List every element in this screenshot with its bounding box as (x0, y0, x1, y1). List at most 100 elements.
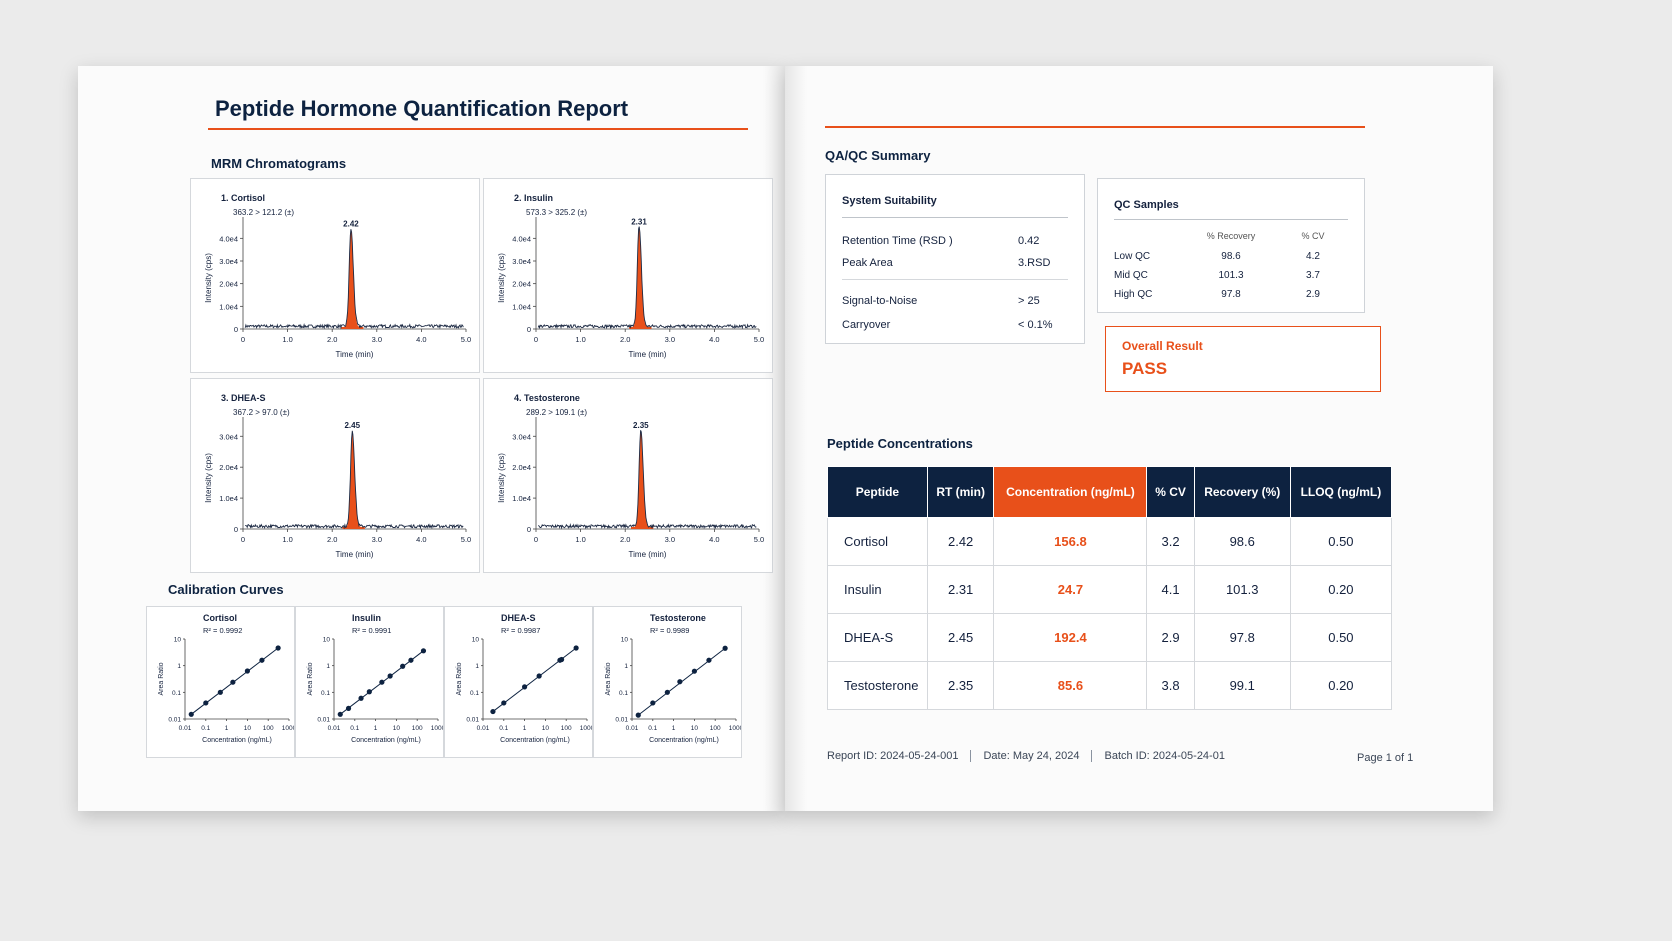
calibration-point (217, 689, 223, 695)
x-tick-label: 5.0 (461, 335, 471, 344)
x-tick-label: 10 (393, 725, 401, 732)
y-tick-label: 0.01 (317, 717, 330, 724)
x-tick-label: 5.0 (461, 535, 471, 544)
x-axis-label: Time (min) (336, 550, 374, 559)
calibration-point (706, 657, 712, 663)
table-cell: 97.8 (1193, 613, 1291, 662)
transition-label: 367.2 > 97.0 (±) (233, 408, 290, 417)
y-axis-label: Area Ratio (307, 662, 314, 695)
table-cell: 0.50 (1289, 517, 1393, 566)
y-tick-label: 0.1 (172, 690, 181, 697)
chromatogram-panel: 1. Cortisol 363.2 > 121.2 (±) 0 1.0e4 2.0e4 3… (190, 178, 480, 373)
header-row: Peptide RT (min) Concentration (ng/mL)% CV… (827, 466, 1393, 518)
table-cell: 156.8 (993, 517, 1148, 566)
baseline-trace (538, 430, 757, 530)
separator (1091, 750, 1093, 762)
title-rule (208, 128, 748, 130)
y-tick-label: 1 (475, 663, 479, 670)
calibration-point (230, 679, 236, 685)
qc-value: 97.8 (1221, 289, 1241, 300)
calibration-point (501, 700, 507, 706)
baseline-trace (245, 430, 464, 530)
chromatogram-grid: 1. Cortisol 363.2 > 121.2 (±) 0 1.0e4 2.0e4 3… (190, 178, 773, 573)
r2-label: R² = 0.9991 (352, 626, 391, 635)
curve-name: DHEA-S (501, 613, 536, 623)
qc-row: High QC 97.8 2.9 (1114, 289, 1348, 300)
chromatogram-panel: 4. Testosterone 289.2 > 109.1 (±) 0 1.0e4 2.… (483, 378, 773, 573)
qc-label: High QC (1114, 289, 1153, 300)
peak (342, 431, 365, 529)
calibration-point (490, 708, 496, 715)
table-cell: 3.2 (1146, 517, 1195, 566)
row-label: Signal-to-Noise (842, 295, 918, 307)
x-tick-label: 0.01 (179, 725, 192, 732)
x-axis-label: Time (min) (629, 350, 667, 359)
system-suitability-box: System Suitability Retention Time (RSD )… (825, 174, 1085, 344)
x-tick-label: 2.0 (620, 535, 630, 544)
y-tick-label: 0 (527, 325, 531, 334)
y-tick-label: 4.0e4 (512, 234, 531, 243)
x-tick-label: 2.0 (620, 335, 630, 344)
y-axis-label: Area Ratio (158, 662, 165, 695)
y-tick-label: 3.0e4 (219, 432, 238, 441)
calibration-point (379, 679, 385, 685)
peak (630, 431, 654, 529)
x-tick-label: 100 (710, 725, 721, 732)
x-tick-label: 4.0 (709, 335, 719, 344)
baseline-trace (244, 229, 464, 330)
x-tick-label: 0.1 (350, 725, 359, 732)
x-axis-label: Concentration (ng/mL) (202, 737, 272, 744)
qc-value: 2.9 (1306, 289, 1320, 300)
x-tick-label: 3.0 (665, 535, 675, 544)
x-tick-label: 5.0 (754, 535, 764, 544)
calibration-point (635, 712, 641, 718)
y-axis-label: Area Ratio (605, 662, 612, 695)
concentration-table: Peptide RT (min) Concentration (ng/mL)% CV… (827, 466, 1393, 710)
suitability-row: Peak Area 3.RSD (842, 257, 1068, 269)
x-tick-label: 0.1 (201, 725, 210, 732)
x-tick-label: 10 (244, 725, 252, 732)
column-header: Recovery (%) (1193, 466, 1291, 518)
qc-value: 4.2 (1306, 251, 1320, 262)
x-tick-label: 1.0 (575, 335, 585, 344)
row-label: Retention Time (RSD ) (842, 235, 953, 247)
table-cell: 2.31 (926, 565, 995, 614)
qc-column: % CV (1301, 231, 1325, 241)
footer-item: Date: May 24, 2024 (983, 750, 1080, 762)
table-cell: 98.6 (1193, 517, 1291, 566)
x-tick-label: 0 (241, 335, 245, 344)
box-title: QC Samples (1114, 199, 1179, 211)
y-tick-label: 0.01 (168, 717, 181, 724)
calibration-point (203, 700, 209, 706)
x-tick-label: 4.0 (416, 335, 426, 344)
calibration-point (722, 645, 728, 651)
table-cell: 24.7 (993, 565, 1148, 614)
qc-value: 3.7 (1306, 270, 1320, 281)
x-tick-label: 1.0 (282, 535, 292, 544)
calibration-panel: Cortisol R² = 0.9992 0.01 0.1 1 10 0.01 0.1 1 10 1… (146, 606, 295, 758)
transition-label: 363.2 > 121.2 (±) (233, 208, 294, 217)
table-cell: 3.8 (1146, 661, 1195, 710)
calibration-point (345, 705, 352, 711)
x-tick-label: 100 (263, 725, 274, 732)
section-heading: QA/QC Summary (825, 148, 931, 163)
table-cell: 101.3 (1193, 565, 1291, 614)
panel-label: 1. Cortisol (221, 193, 265, 203)
y-tick-label: 1.0e4 (219, 494, 238, 503)
calibration-panel: Insulin R² = 0.9991 0.01 0.1 1 10 0.01 0.1 1 10 10… (295, 606, 444, 758)
calibration-panel: DHEA-S R² = 0.9987 0.01 0.1 1 10 0.01 0.1 1 10 100… (444, 606, 593, 758)
x-tick-label: 2.0 (327, 335, 337, 344)
y-tick-label: 3.0e4 (512, 432, 531, 441)
peak-label: 2.42 (343, 220, 359, 229)
y-tick-label: 10 (472, 637, 480, 644)
calibration-point (420, 648, 427, 654)
calibration-point (558, 656, 565, 663)
y-tick-label: 1 (624, 663, 628, 670)
x-tick-label: 1000 (580, 725, 593, 732)
calibration-point (275, 645, 281, 651)
x-tick-label: 1.0 (575, 535, 585, 544)
peak-label: 2.45 (344, 421, 360, 430)
calibration-point (366, 689, 372, 695)
table-row: DHEA-S 2.45 192.4 2.9 97.8 0.50 (827, 613, 1393, 662)
